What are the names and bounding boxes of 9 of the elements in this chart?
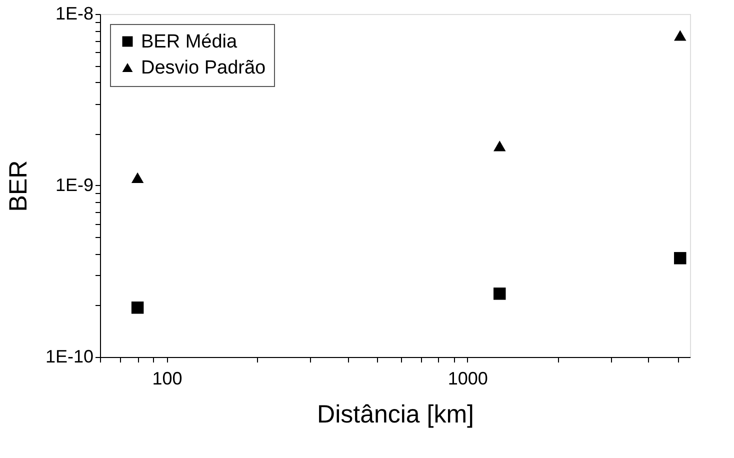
legend-label: BER Média — [141, 32, 238, 52]
x-axis-title: Distância [km] — [317, 400, 474, 428]
legend-label: Desvio Padrão — [141, 58, 266, 78]
y-axis-title: BER — [4, 160, 32, 212]
x-tick-label: 1000 — [448, 368, 488, 388]
y-tick-label: 1E-8 — [55, 4, 94, 24]
y-tick-label: 1E-10 — [45, 346, 94, 366]
y-tick-label: 1E-9 — [55, 175, 94, 195]
x-tick-label: 100 — [152, 368, 182, 388]
